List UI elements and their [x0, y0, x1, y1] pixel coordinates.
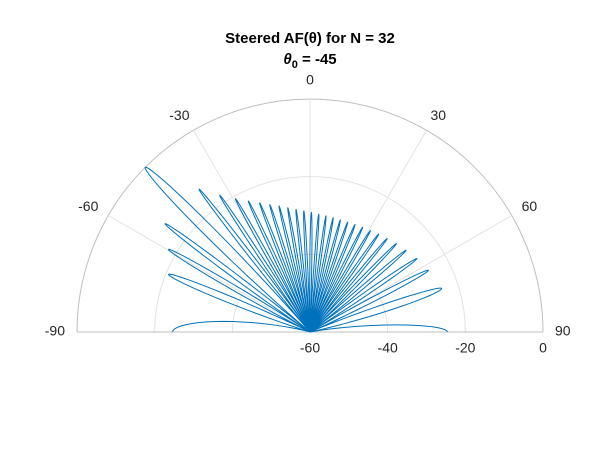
grid-spoke	[107, 215, 311, 333]
theta-tick-label: -60	[78, 198, 98, 214]
pattern-line	[144, 166, 448, 333]
r-tick-label: -60	[300, 340, 320, 356]
subtitle-symbol: θ	[283, 51, 292, 68]
theta-tick-label: 0	[306, 72, 314, 88]
r-tick-label: 0	[539, 340, 547, 356]
chart-subtitle: θ0 = -45	[283, 51, 336, 71]
theta-tick-label: 90	[555, 323, 571, 339]
r-tick-label: -20	[455, 340, 475, 356]
subtitle-text: = -45	[298, 51, 337, 68]
r-tick-label: -40	[378, 340, 398, 356]
theta-tick-label: -90	[45, 323, 65, 339]
subtitle-subscript: 0	[292, 59, 298, 71]
theta-tick-label: 30	[431, 107, 447, 123]
chart-title: Steered AF(θ) for N = 32	[225, 30, 395, 47]
theta-tick-label: -30	[169, 107, 189, 123]
theta-tick-label: 60	[522, 198, 538, 214]
